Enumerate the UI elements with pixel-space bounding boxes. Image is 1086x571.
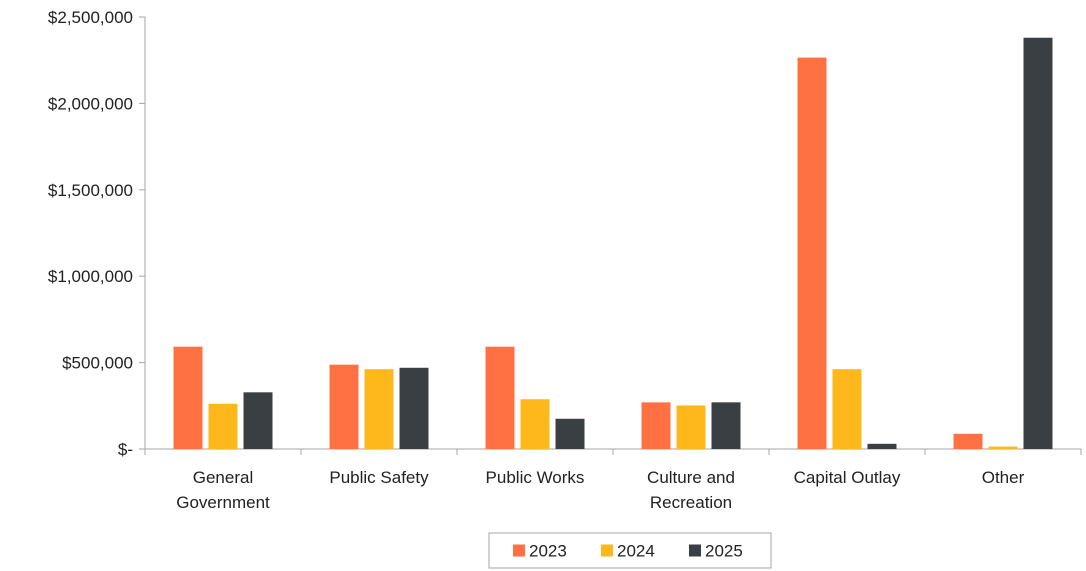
bar-2024-4 [832,369,862,449]
legend-label: 2023 [529,542,567,561]
y-tick-label: $500,000 [62,354,133,373]
bar-2023-3 [641,402,671,449]
y-tick-label: $2,000,000 [48,94,133,113]
bar-2023-1 [329,364,359,449]
bar-2025-3 [711,402,741,449]
category-label: Government [176,493,270,512]
legend-label: 2025 [705,542,743,561]
bar-2025-5 [1023,37,1053,450]
legend: 2023 2024 2025 [488,532,772,569]
bar-2023-5 [953,433,983,449]
category-label: Recreation [650,493,732,512]
legend-swatch-2024 [601,544,613,557]
legend-box [488,532,772,569]
bar-2025-2 [555,418,585,449]
y-axis: $- $500,000 $1,000,000 $1,500,000 $2,000,000… [48,8,146,459]
bar-2025-4 [867,443,897,449]
bar-2025-0 [243,392,273,449]
category-label: General [193,468,253,487]
legend-label: 2024 [617,542,655,561]
y-tick-label: $1,500,000 [48,181,133,200]
bar-2025-1 [399,367,429,449]
bar-2024-1 [364,369,394,449]
category-label: Capital Outlay [794,468,901,487]
bar-2024-2 [520,399,550,449]
category-label: Public Safety [329,468,429,487]
legend-swatch-2023 [513,544,525,557]
y-tick-label: $1,000,000 [48,267,133,286]
bar-2023-2 [485,346,515,449]
category-label: Other [982,468,1025,487]
bar-2023-0 [173,346,203,449]
y-tick-label: $2,500,000 [48,8,133,27]
bar-2024-5 [988,446,1018,449]
bars [173,37,1053,450]
y-tick-label: $- [118,440,133,459]
category-label: Culture and [647,468,735,487]
bar-2024-3 [676,405,706,449]
x-axis: General Government Public Safety Public Wor… [144,448,1082,512]
category-label: Public Works [486,468,585,487]
legend-swatch-2025 [689,544,701,557]
bar-2024-0 [208,403,238,449]
bar-2023-4 [797,57,827,449]
